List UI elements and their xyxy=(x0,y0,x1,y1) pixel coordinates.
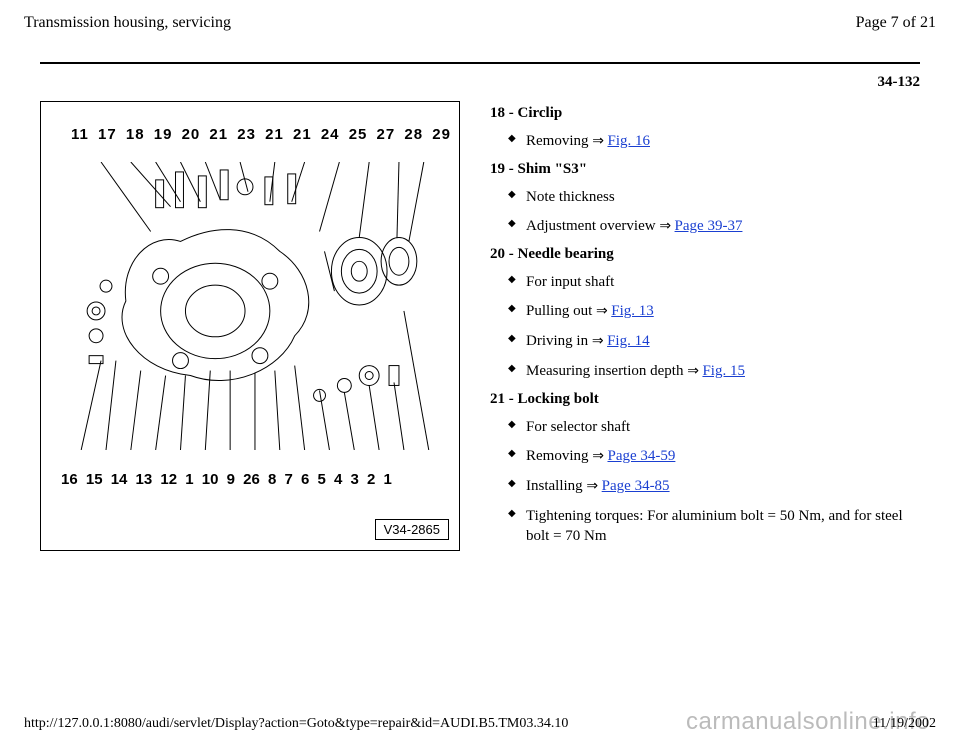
arrow-icon: ⇒ xyxy=(592,334,607,349)
item-number: 21 xyxy=(490,391,505,407)
item-title: Circlip xyxy=(518,105,563,121)
bullet-text: Adjustment overview xyxy=(526,218,659,234)
item-heading: 21 - Locking bolt xyxy=(490,391,920,408)
arrow-icon: ⇒ xyxy=(592,134,607,149)
bullet-text: Removing xyxy=(526,133,592,149)
item-title: Needle bearing xyxy=(518,246,614,262)
arrow-icon: ⇒ xyxy=(687,364,702,379)
reference-link[interactable]: Fig. 16 xyxy=(607,133,650,149)
figure-code: V34-2865 xyxy=(375,519,449,540)
bullet-text: Tightening torques: For aluminium bolt =… xyxy=(526,508,903,544)
item-bullet: For input shaft xyxy=(512,272,920,292)
bullet-text: Installing xyxy=(526,478,586,494)
doc-title: Transmission housing, servicing xyxy=(24,14,231,32)
reference-link[interactable]: Page 34-59 xyxy=(607,448,675,464)
item-bullet: Note thickness xyxy=(512,187,920,207)
item-bullet: Installing ⇒ Page 34-85 xyxy=(512,476,920,497)
bullet-text: Note thickness xyxy=(526,189,615,205)
arrow-icon: ⇒ xyxy=(592,449,607,464)
figure-box: 11 17 18 19 20 21 23 21 21 24 25 27 28 2… xyxy=(40,101,460,551)
item-bullet: Tightening torques: For aluminium bolt =… xyxy=(512,506,920,547)
figure-column: 11 17 18 19 20 21 23 21 21 24 25 27 28 2… xyxy=(40,101,460,555)
item-number: 20 xyxy=(490,246,505,262)
reference-link[interactable]: Fig. 13 xyxy=(611,303,654,319)
item-bullet: Driving in ⇒ Fig. 14 xyxy=(512,331,920,352)
transmission-svg xyxy=(61,162,439,450)
content-area: 11 17 18 19 20 21 23 21 21 24 25 27 28 2… xyxy=(0,91,960,555)
text-column: 18 - Circlip Removing ⇒ Fig. 16 19 - Shim … xyxy=(460,101,920,555)
item-bullet: Adjustment overview ⇒ Page 39-37 xyxy=(512,216,920,237)
bullet-text: Pulling out xyxy=(526,303,596,319)
bullet-text: For input shaft xyxy=(526,274,614,290)
arrow-icon: ⇒ xyxy=(659,219,674,234)
page-header: Transmission housing, servicing Page 7 o… xyxy=(0,0,960,38)
reference-link[interactable]: Page 39-37 xyxy=(675,218,743,234)
bullet-text: Driving in xyxy=(526,333,592,349)
item-title: Shim "S3" xyxy=(518,161,588,177)
item-title: Locking bolt xyxy=(518,391,599,407)
item-number: 18 xyxy=(490,105,505,121)
footer-date: 11/19/2002 xyxy=(873,716,936,732)
page-root: Transmission housing, servicing Page 7 o… xyxy=(0,0,960,742)
reference-link[interactable]: Page 34-85 xyxy=(602,478,670,494)
item-bullet-list: Removing ⇒ Fig. 16 xyxy=(490,131,920,152)
item-heading: 19 - Shim "S3" xyxy=(490,161,920,178)
item-bullet: Removing ⇒ Page 34-59 xyxy=(512,446,920,467)
bullet-text: Measuring insertion depth xyxy=(526,363,687,379)
arrow-icon: ⇒ xyxy=(586,479,601,494)
bullet-text: Removing xyxy=(526,448,592,464)
header-rule xyxy=(40,62,920,64)
arrow-icon: ⇒ xyxy=(596,304,611,319)
page-number: 34-132 xyxy=(0,74,920,91)
item-number: 19 xyxy=(490,161,505,177)
reference-link[interactable]: Fig. 14 xyxy=(607,333,650,349)
item-bullet-list: Note thickness Adjustment overview ⇒ Page… xyxy=(490,187,920,237)
item-bullet-list: For selector shaft Removing ⇒ Page 34-59 I… xyxy=(490,417,920,547)
exploded-view-drawing xyxy=(61,162,439,450)
item-bullet: Pulling out ⇒ Fig. 13 xyxy=(512,301,920,322)
item-bullet-list: For input shaft Pulling out ⇒ Fig. 13 Driv… xyxy=(490,272,920,382)
figure-bottom-labels: 16 15 14 13 12 1 10 9 26 8 7 6 5 4 3 2 1 xyxy=(61,471,392,488)
item-bullet: Removing ⇒ Fig. 16 xyxy=(512,131,920,152)
figure-top-labels: 11 17 18 19 20 21 23 21 21 24 25 27 28 2… xyxy=(71,126,451,143)
page-footer: http://127.0.0.1:8080/audi/servlet/Displ… xyxy=(0,716,960,732)
bullet-text: For selector shaft xyxy=(526,419,630,435)
item-bullet: For selector shaft xyxy=(512,417,920,437)
item-heading: 18 - Circlip xyxy=(490,105,920,122)
reference-link[interactable]: Fig. 15 xyxy=(702,363,745,379)
item-heading: 20 - Needle bearing xyxy=(490,246,920,263)
footer-url: http://127.0.0.1:8080/audi/servlet/Displ… xyxy=(24,716,568,732)
item-bullet: Measuring insertion depth ⇒ Fig. 15 xyxy=(512,361,920,382)
page-of: Page 7 of 21 xyxy=(856,14,936,32)
